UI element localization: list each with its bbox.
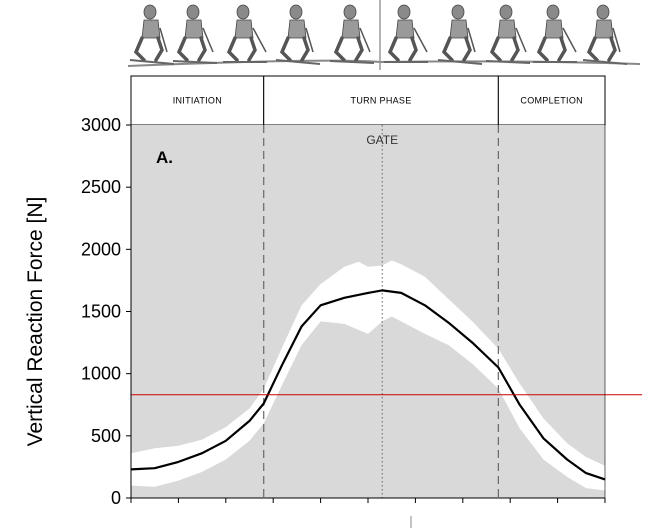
skier-body [449,19,469,39]
y-tick-label: 1500 [81,302,121,322]
ski-pole [515,27,527,53]
skier-figure [485,4,531,64]
skier-legs [226,36,257,62]
skier-head [143,4,157,20]
ski [485,60,531,64]
skier-head [596,4,610,20]
skier-head [499,4,513,20]
skier-head [397,4,411,20]
ski [437,59,483,65]
skier-body [544,19,564,39]
skier-body [594,19,614,39]
ski-pole [252,27,267,53]
y-tick-label: 3000 [81,115,121,135]
ski [275,59,321,65]
y-tick-label: 500 [91,426,121,446]
skier-head [289,4,303,20]
ski-pole [202,27,214,53]
skier-head [546,4,560,20]
ski-pole [413,27,428,53]
phase-label: TURN PHASE [351,96,412,106]
skier-body [395,19,415,39]
skier-figure [223,4,267,63]
gate-label: GATE [366,133,398,147]
skier-sequence-illustration [127,4,641,67]
ski-pole [305,27,314,53]
skier-figure [384,4,428,63]
y-tick-label: 0 [111,488,121,508]
phase-box [497,75,606,126]
skier-body [287,19,307,39]
skier-head [236,4,250,20]
ski-pole [562,27,577,53]
ski [582,59,628,65]
y-axis-title: Vertical Reaction Force [N] [24,197,47,447]
phase-box [263,75,499,126]
ski-pole [359,27,371,53]
skier-figure [582,4,628,65]
skier-legs [536,36,567,62]
ski [129,59,175,65]
phase-label: INITIATION [173,96,222,106]
skier-body [141,19,161,39]
skier-figure [129,4,175,65]
phase-box [130,75,265,126]
y-tick-label: 1000 [81,364,121,384]
skier-figure [172,4,218,64]
skier-figure [437,4,483,65]
skier-legs [333,36,364,62]
skier-figure [329,4,375,64]
skier-legs [279,36,310,62]
ski-pole [159,27,168,53]
ski-pole [467,27,476,53]
std-band [131,260,605,491]
skier-legs [586,36,617,62]
ski [329,60,375,64]
skier-body [341,19,361,39]
skier-figure [533,4,577,63]
y-tick-label: 2500 [81,177,121,197]
mean-force-line [130,289,606,481]
phase-label: COMPLETION [520,96,583,106]
skier-head [343,4,357,20]
ski-pole [612,27,621,53]
skier-body [497,19,517,39]
skier-legs [133,36,164,62]
skier-head [451,4,465,20]
skier-legs [387,36,418,62]
skier-body [234,19,254,39]
skier-legs [489,36,520,62]
skier-legs [441,36,472,62]
skier-body [184,19,204,39]
skier-figure [275,4,321,65]
skier-legs [176,36,207,62]
skier-head [186,4,200,20]
ski [172,60,218,64]
panel-label: A. [156,148,173,167]
y-tick-label: 2000 [81,239,121,259]
phase-header: INITIATION TURN PHASE COMPLETION [130,75,606,126]
